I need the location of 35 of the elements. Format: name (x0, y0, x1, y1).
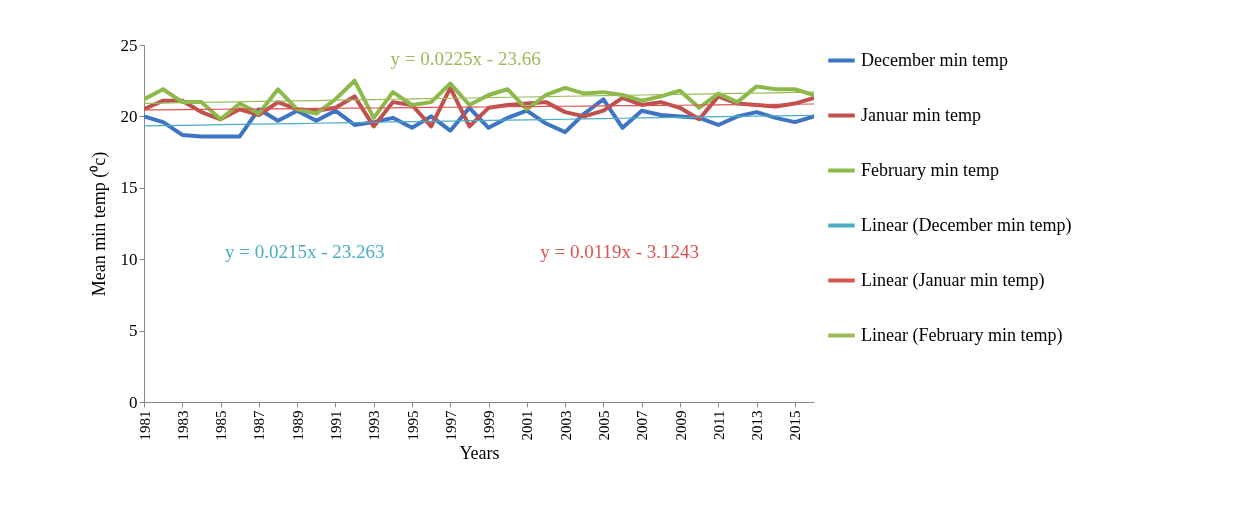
y-tick-label: 25 (120, 35, 138, 55)
x-tick-label: 1999 (481, 410, 498, 441)
x-tick-label: 1995 (404, 410, 421, 441)
x-tick-label: 2007 (634, 410, 651, 441)
x-tick-label: 1987 (251, 410, 268, 441)
y-axis-title: Mean min temp (⁰c) (88, 151, 110, 297)
y-tick-label: 0 (129, 392, 138, 412)
legend-label: Linear (February min temp) (861, 324, 1063, 346)
y-tick-label: 20 (120, 106, 138, 126)
y-tick-label: 15 (120, 178, 138, 198)
x-tick-label: 1993 (366, 410, 383, 441)
x-tick-label: 1997 (442, 410, 459, 441)
legend-label: December min temp (861, 49, 1008, 70)
x-tick-label: 1985 (213, 410, 230, 441)
x-tick-label: 1989 (289, 410, 306, 441)
annotation: y = 0.0215x - 23.263 (225, 241, 385, 263)
x-tick-label: 2001 (519, 410, 536, 441)
legend-label: Linear (Januar min temp) (861, 269, 1045, 291)
y-tick-label: 10 (120, 249, 138, 269)
x-tick-label: 2011 (710, 410, 727, 440)
x-tick-label: 2003 (557, 410, 574, 441)
legend-label: Linear (December min temp) (861, 214, 1072, 236)
x-tick-label: 1983 (174, 410, 191, 441)
y-tick-label: 5 (129, 321, 138, 341)
annotation: y = 0.0119x - 3.1243 (540, 241, 700, 263)
x-tick-label: 1991 (327, 410, 344, 441)
x-axis-title: Years (459, 442, 500, 463)
legend-label: February min temp (861, 159, 999, 180)
x-tick-label: 2013 (749, 410, 766, 441)
x-tick-label: 2009 (672, 410, 689, 441)
x-tick-label: 2015 (787, 410, 804, 441)
annotation: y = 0.0225x - 23.66 (390, 48, 541, 70)
legend-label: Januar min temp (861, 104, 981, 125)
x-tick-label: 1981 (136, 410, 153, 441)
x-tick-label: 2005 (595, 410, 612, 441)
